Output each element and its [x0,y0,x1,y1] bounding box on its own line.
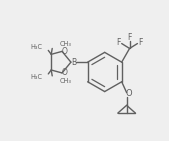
Text: H₃C: H₃C [30,44,42,50]
Text: F: F [127,33,132,42]
Text: CH₃: CH₃ [60,41,72,47]
Text: O: O [62,47,68,56]
Text: CH₃: CH₃ [60,78,72,84]
Text: O: O [125,89,132,98]
Text: O: O [62,68,68,77]
Text: F: F [117,38,121,47]
Text: F: F [138,38,143,47]
Text: H₃C: H₃C [30,74,42,80]
Text: B: B [71,58,76,67]
